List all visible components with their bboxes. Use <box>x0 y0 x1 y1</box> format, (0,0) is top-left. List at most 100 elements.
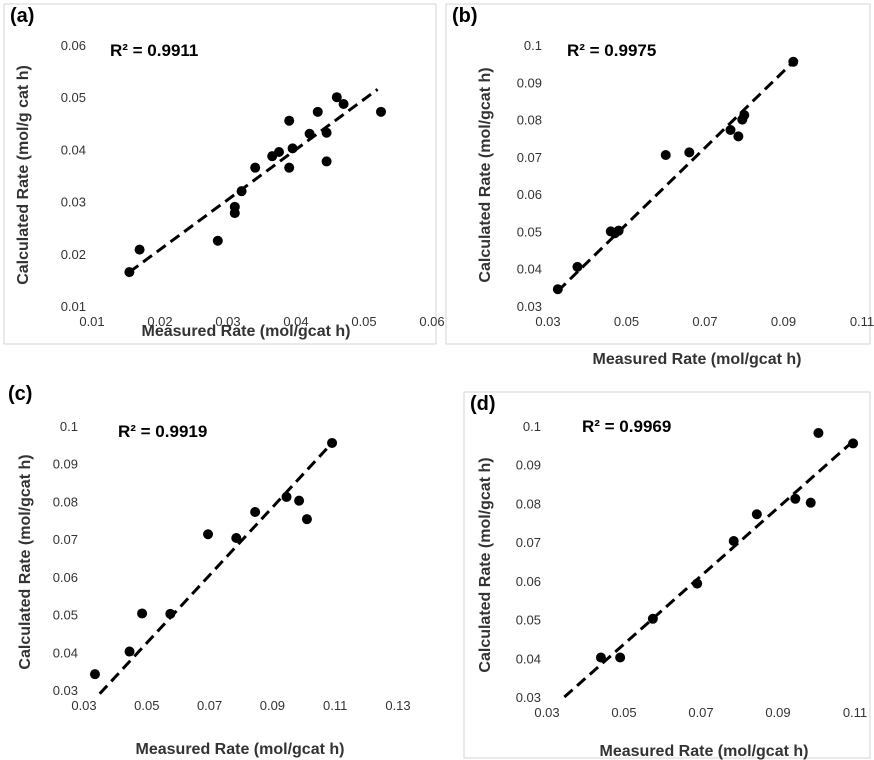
y-tick-label: 0.03 <box>517 299 542 314</box>
data-point <box>231 533 242 544</box>
y-tick-label: 0.07 <box>516 535 541 550</box>
y-tick-label: 0.04 <box>53 645 78 660</box>
data-point <box>134 244 145 255</box>
data-point <box>728 535 739 546</box>
data-point <box>790 493 801 504</box>
trendline-b <box>556 60 795 293</box>
panel-d: (d) R² = 0.9969 Measured Rate (mol/gcat … <box>463 391 871 760</box>
y-tick-labels-d: 0.03 0.04 0.05 0.06 0.07 0.08 0.09 0.1 <box>516 419 541 705</box>
y-axis-title-a: Calculated Rate (mol/g cat h) <box>15 65 32 285</box>
panel-label-d: (d) <box>470 393 496 415</box>
data-point <box>725 125 736 136</box>
y-tick-label: 0.03 <box>516 690 541 705</box>
data-points-c <box>89 437 338 680</box>
x-tick-label: 0.06 <box>419 314 444 329</box>
y-tick-label: 0.07 <box>53 532 78 547</box>
data-point <box>321 156 332 167</box>
panel-label-c: (c) <box>8 383 32 405</box>
data-point <box>301 514 312 525</box>
x-tick-label: 0.03 <box>535 314 560 329</box>
x-tick-label: 0.09 <box>771 314 796 329</box>
y-tick-labels-a: 0.01 0.02 0.03 0.04 0.05 0.06 <box>61 38 86 314</box>
x-tick-label: 0.03 <box>71 698 96 713</box>
x-tick-label: 0.07 <box>692 314 717 329</box>
y-tick-label: 0.05 <box>53 608 78 623</box>
data-point <box>124 267 135 278</box>
trendline <box>563 438 856 699</box>
data-point <box>250 162 261 173</box>
data-point <box>327 437 338 448</box>
data-point <box>733 131 744 142</box>
data-point <box>284 162 295 173</box>
y-tick-label: 0.1 <box>524 38 542 53</box>
data-point <box>89 669 100 680</box>
data-point <box>331 92 342 103</box>
y-tick-label: 0.04 <box>517 262 542 277</box>
y-tick-label: 0.05 <box>517 224 542 239</box>
y-tick-label: 0.07 <box>517 150 542 165</box>
x-tick-label: 0.11 <box>850 314 874 329</box>
data-point <box>212 235 223 246</box>
plot-frame-b <box>445 3 871 345</box>
y-tick-label: 0.01 <box>61 299 86 314</box>
x-tick-label: 0.05 <box>134 698 159 713</box>
x-tick-label: 0.01 <box>79 314 104 329</box>
data-point <box>284 115 295 126</box>
data-point <box>613 225 624 236</box>
x-tick-label: 0.03 <box>534 705 559 720</box>
y-tick-label: 0.09 <box>53 457 78 472</box>
x-axis-title-d: Measured Rate (mol/gcat h) <box>600 743 809 760</box>
data-point <box>338 98 349 109</box>
y-tick-labels-c: 0.03 0.04 0.05 0.06 0.07 0.08 0.09 0.1 <box>53 419 78 698</box>
y-tick-label: 0.05 <box>516 613 541 628</box>
data-point <box>692 578 703 589</box>
data-point <box>552 284 563 295</box>
y-tick-label: 0.04 <box>516 651 541 666</box>
r-squared-label-b: R² = 0.9975 <box>567 41 656 60</box>
data-point <box>572 261 583 272</box>
data-points-d <box>595 427 859 663</box>
y-tick-label: 0.09 <box>517 75 542 90</box>
trendline-a <box>128 88 379 274</box>
y-tick-label: 0.03 <box>61 195 86 210</box>
x-tick-label: 0.11 <box>323 698 347 713</box>
trendline-d <box>563 438 856 699</box>
data-points-b <box>552 56 799 295</box>
data-point <box>615 652 626 663</box>
y-tick-label: 0.08 <box>517 113 542 128</box>
data-points-a <box>124 92 386 278</box>
trendline <box>128 88 379 274</box>
y-tick-label: 0.02 <box>61 247 86 262</box>
data-point <box>813 427 824 438</box>
data-point <box>203 529 214 540</box>
data-point <box>805 497 816 508</box>
plot-frame-a <box>3 3 437 345</box>
r-squared-label-a: R² = 0.9911 <box>110 41 198 60</box>
data-point <box>751 509 762 520</box>
r-squared-label-c: R² = 0.9919 <box>118 422 207 441</box>
y-axis-title-b: Calculated Rate (mol/gcat h) <box>477 67 494 282</box>
y-axis-title-d: Calculated Rate (mol/gcat h) <box>477 457 494 672</box>
x-tick-label: 0.05 <box>351 314 376 329</box>
x-axis-title-c: Measured Rate (mol/gcat h) <box>136 741 345 758</box>
data-point <box>294 495 305 506</box>
x-tick-labels-b: 0.03 0.05 0.07 0.09 0.11 <box>535 314 874 329</box>
trendline <box>556 60 795 293</box>
y-axis-title-c: Calculated Rate (mol/gcat h) <box>17 454 34 669</box>
data-point <box>647 613 658 624</box>
y-tick-labels-b: 0.03 0.04 0.05 0.06 0.07 0.08 0.09 0.1 <box>517 38 542 314</box>
data-point <box>660 149 671 160</box>
data-point <box>312 106 323 117</box>
data-point <box>287 143 298 154</box>
x-tick-label: 0.09 <box>260 698 285 713</box>
y-tick-label: 0.06 <box>53 570 78 585</box>
data-point <box>236 186 247 197</box>
x-tick-labels-c: 0.03 0.05 0.07 0.09 0.11 0.13 <box>71 698 410 713</box>
x-tick-labels-d: 0.03 0.05 0.07 0.09 0.11 <box>534 705 867 720</box>
x-tick-labels-a: 0.01 0.02 0.03 0.04 0.05 0.06 <box>79 314 444 329</box>
x-tick-label: 0.02 <box>147 314 172 329</box>
panel-a: (a) R² = 0.9911 Measured Rate (mol/gcat … <box>3 3 445 345</box>
data-point <box>848 438 859 449</box>
x-tick-label: 0.07 <box>197 698 222 713</box>
